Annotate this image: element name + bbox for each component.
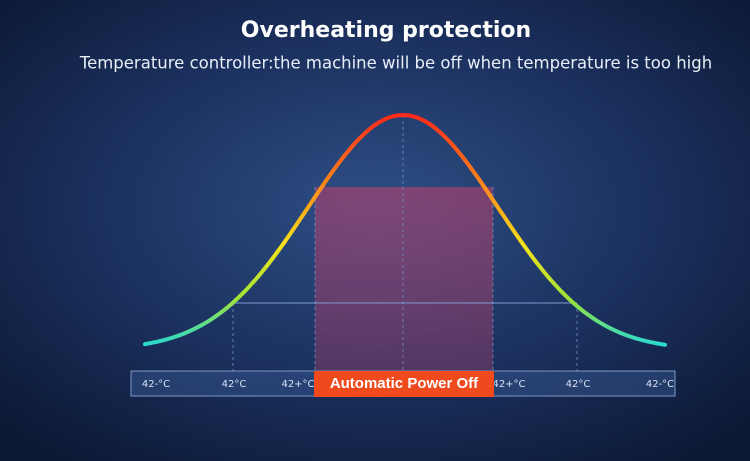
scale-label: 42+°C — [492, 379, 525, 390]
scale-label: 42-°C — [646, 379, 674, 390]
power-off-label: Automatic Power Off — [330, 375, 479, 392]
scale-label: 42°C — [222, 379, 247, 390]
scale-label: 42+°C — [281, 379, 314, 390]
guides — [232, 115, 578, 372]
power-off-box — [314, 371, 494, 397]
scale-label: 42°C — [566, 379, 591, 390]
subtitle: Temperature controller:the machine will … — [79, 54, 712, 73]
title: Overheating protection — [241, 18, 531, 43]
scale-label: 42-°C — [142, 379, 170, 390]
bell-curve — [143, 113, 667, 347]
shaded-region — [315, 187, 493, 397]
